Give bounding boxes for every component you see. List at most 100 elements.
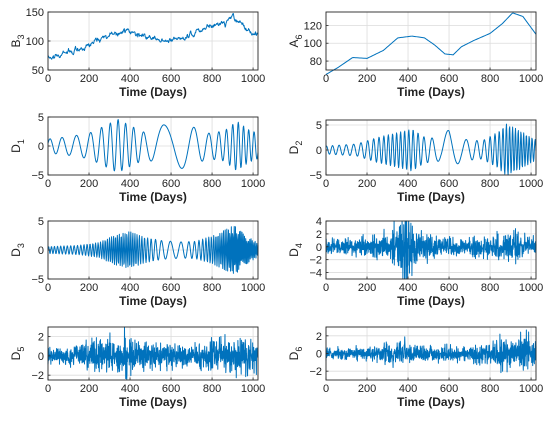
x-tick-label: 200	[80, 383, 98, 395]
x-tick-label: 800	[481, 282, 499, 294]
x-tick-label: 400	[399, 383, 417, 395]
x-tick-label: 0	[45, 282, 51, 294]
x-tick-label: 0	[323, 282, 329, 294]
y-tick-label: 100	[304, 38, 322, 50]
axes-frame	[325, 11, 537, 71]
x-tick-label: 0	[323, 383, 329, 395]
x-tick-label: 400	[399, 73, 417, 85]
y-tick-label: −2	[31, 370, 44, 382]
y-axis-label: D3	[9, 243, 26, 257]
x-tick-label: 400	[121, 383, 139, 395]
x-tick-label: 600	[162, 73, 180, 85]
axes-frame	[325, 220, 537, 280]
y-tick-label: 2	[316, 229, 322, 241]
x-tick-label: 600	[162, 178, 180, 190]
x-tick-label: 1000	[241, 383, 265, 395]
x-axis-label: Time (Days)	[119, 85, 187, 99]
x-tick-label: 600	[440, 383, 458, 395]
x-axis-label: Time (Days)	[397, 395, 465, 409]
x-tick-label: 600	[440, 178, 458, 190]
y-tick-label: 0	[38, 245, 44, 257]
series-line	[325, 329, 537, 374]
x-tick-label: 0	[323, 73, 329, 85]
y-axis-label: D4	[287, 243, 304, 257]
x-tick-label: 600	[440, 282, 458, 294]
x-tick-label: 0	[45, 383, 51, 395]
y-tick-label: −2	[309, 255, 322, 267]
x-tick-label: 800	[481, 73, 499, 85]
y-axis-label: D5	[9, 347, 26, 361]
x-tick-label: 800	[203, 383, 221, 395]
y-tick-label: 50	[32, 65, 44, 77]
x-tick-label: 1000	[519, 383, 543, 395]
y-tick-label: 5	[38, 216, 44, 228]
y-tick-label: −2	[309, 366, 322, 378]
x-tick-label: 400	[121, 73, 139, 85]
x-tick-label: 800	[203, 73, 221, 85]
x-tick-label: 200	[358, 282, 376, 294]
y-tick-label: 4	[316, 216, 322, 228]
x-tick-label: 400	[121, 178, 139, 190]
x-tick-label: 600	[440, 73, 458, 85]
x-tick-label: 800	[481, 178, 499, 190]
y-tick-label: 80	[310, 56, 322, 68]
x-tick-label: 800	[203, 178, 221, 190]
axes-frame	[47, 326, 259, 381]
x-tick-label: 200	[358, 383, 376, 395]
y-tick-label: 150	[26, 7, 44, 19]
series-line	[47, 119, 259, 172]
y-axis-label: D6	[287, 347, 304, 361]
y-tick-label: 0	[38, 141, 44, 153]
x-axis-label: Time (Days)	[397, 85, 465, 99]
x-tick-label: 1000	[519, 282, 543, 294]
x-axis-label: Time (Days)	[119, 294, 187, 308]
y-tick-label: 0	[316, 145, 322, 157]
series-line	[47, 326, 259, 380]
y-tick-label: 120	[304, 20, 322, 32]
x-axis-label: Time (Days)	[119, 190, 187, 204]
y-tick-label: 100	[26, 36, 44, 48]
y-tick-label: 5	[316, 120, 322, 132]
x-tick-label: 200	[80, 73, 98, 85]
x-tick-label: 800	[481, 383, 499, 395]
axes-frame	[325, 119, 537, 176]
series-line	[325, 220, 537, 280]
x-tick-label: 0	[45, 178, 51, 190]
x-tick-label: 1000	[241, 178, 265, 190]
series-line	[47, 226, 259, 274]
x-tick-label: 1000	[519, 178, 543, 190]
y-tick-label: −5	[31, 170, 44, 182]
x-tick-label: 200	[80, 282, 98, 294]
y-tick-label: −5	[309, 170, 322, 182]
x-axis-label: Time (Days)	[397, 294, 465, 308]
y-axis-label: A6	[287, 34, 304, 47]
x-tick-label: 1000	[241, 282, 265, 294]
y-tick-label: −4	[309, 268, 322, 280]
y-axis-label: B3	[9, 34, 26, 47]
y-axis-label: D1	[9, 139, 26, 153]
subplot-b3: 0 200 400 600 800 1000 50 100 150 Time (Days) B3	[9, 7, 265, 99]
x-tick-label: 1000	[519, 73, 543, 85]
x-tick-label: 200	[358, 178, 376, 190]
x-tick-label: 1000	[241, 73, 265, 85]
x-axis-label: Time (Days)	[397, 190, 465, 204]
subplot-a6: 0 200 400 600 800 1000 80 100 120 Time (Days) A6	[287, 11, 543, 99]
x-tick-label: 600	[162, 383, 180, 395]
series-line	[325, 12, 537, 75]
x-tick-label: 0	[45, 73, 51, 85]
y-tick-label: 0	[316, 242, 322, 254]
x-tick-label: 400	[121, 282, 139, 294]
x-tick-label: 400	[399, 178, 417, 190]
x-tick-label: 600	[162, 282, 180, 294]
x-tick-label: 0	[323, 178, 329, 190]
x-tick-label: 200	[358, 73, 376, 85]
x-tick-label: 200	[80, 178, 98, 190]
y-axis-label: D2	[287, 141, 304, 155]
x-tick-label: 800	[203, 282, 221, 294]
